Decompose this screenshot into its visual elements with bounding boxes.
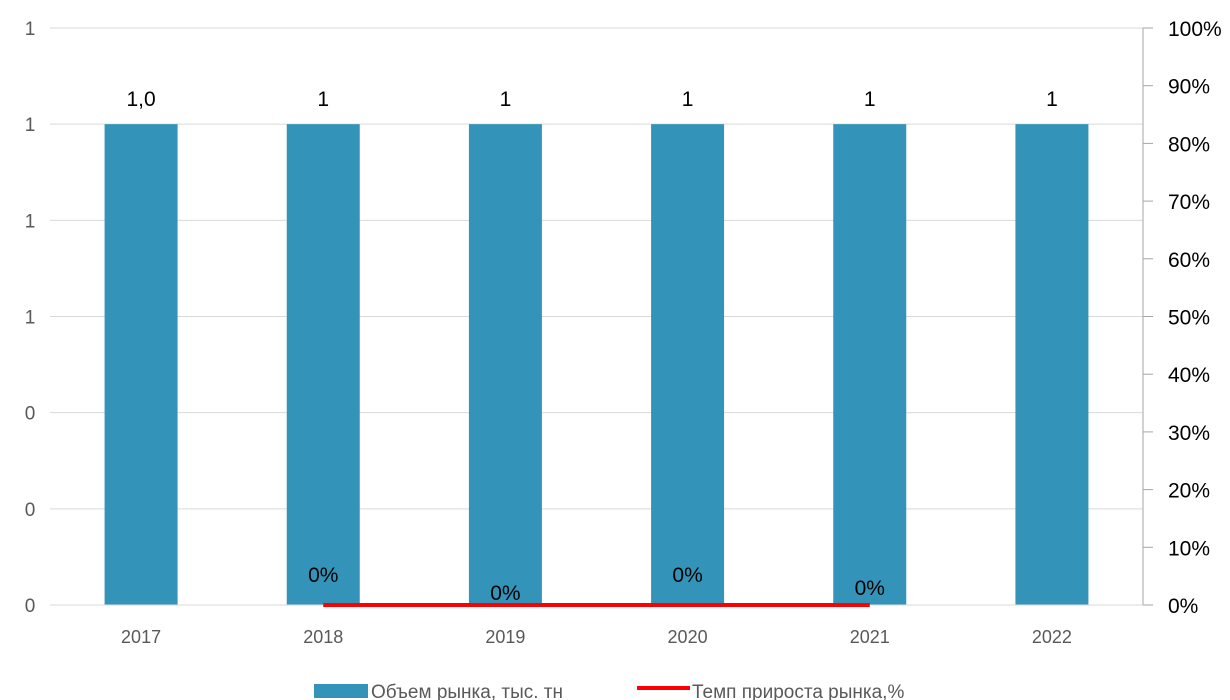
right-axis-tick-label: 20% xyxy=(1168,480,1210,503)
right-axis-tick-label: 0% xyxy=(1168,595,1198,618)
right-axis-tick-label: 60% xyxy=(1168,249,1210,272)
line-data-label: 0% xyxy=(855,577,885,600)
legend-label-line: Темп прироста рынка,% xyxy=(692,682,904,700)
bar xyxy=(286,124,360,606)
left-axis-tick-label: 0 xyxy=(25,404,36,425)
line-data-label: 0% xyxy=(672,564,702,587)
x-axis-tick-label: 2017 xyxy=(121,627,161,647)
right-axis-tick-label: 80% xyxy=(1168,133,1210,156)
right-axis-tick-label: 50% xyxy=(1168,307,1210,330)
bar-data-label: 1 xyxy=(682,88,694,111)
x-axis-tick-label: 2021 xyxy=(850,627,890,647)
bar-data-label: 1 xyxy=(864,88,876,111)
right-axis-tick-label: 40% xyxy=(1168,364,1210,387)
x-axis-tick-label: 2019 xyxy=(485,627,525,647)
right-axis-tick-label: 100% xyxy=(1168,18,1222,41)
right-axis-tick-label: 90% xyxy=(1168,76,1210,99)
left-axis-tick-label: 0 xyxy=(25,500,36,521)
bar-data-label: 1,0 xyxy=(126,88,155,111)
legend-label-bar: Объем рынка, тыс. тн xyxy=(371,682,563,700)
left-axis-tick-label: 1 xyxy=(25,211,36,232)
right-axis-tick-label: 30% xyxy=(1168,422,1210,445)
line-data-label: 0% xyxy=(308,564,338,587)
legend-swatch-bar xyxy=(314,684,368,698)
right-axis-tick-label: 70% xyxy=(1168,191,1210,214)
left-axis-tick-label: 0 xyxy=(25,596,36,617)
bar xyxy=(468,124,542,606)
right-axis-tick-label: 10% xyxy=(1168,537,1210,560)
x-axis-tick-label: 2020 xyxy=(668,627,708,647)
bar-data-label: 1 xyxy=(317,88,329,111)
line-data-label: 0% xyxy=(490,582,520,605)
bar-data-label: 1 xyxy=(500,88,512,111)
bar xyxy=(1015,124,1089,606)
x-axis-tick-label: 2018 xyxy=(303,627,343,647)
left-axis-tick-label: 1 xyxy=(25,308,36,329)
left-axis-tick-label: 1 xyxy=(25,115,36,136)
bar xyxy=(651,124,725,606)
bar-data-label: 1 xyxy=(1046,88,1058,111)
bar xyxy=(833,124,907,606)
left-axis-tick-label: 1 xyxy=(25,19,36,40)
x-axis-tick-label: 2022 xyxy=(1032,627,1072,647)
bar xyxy=(104,124,178,606)
